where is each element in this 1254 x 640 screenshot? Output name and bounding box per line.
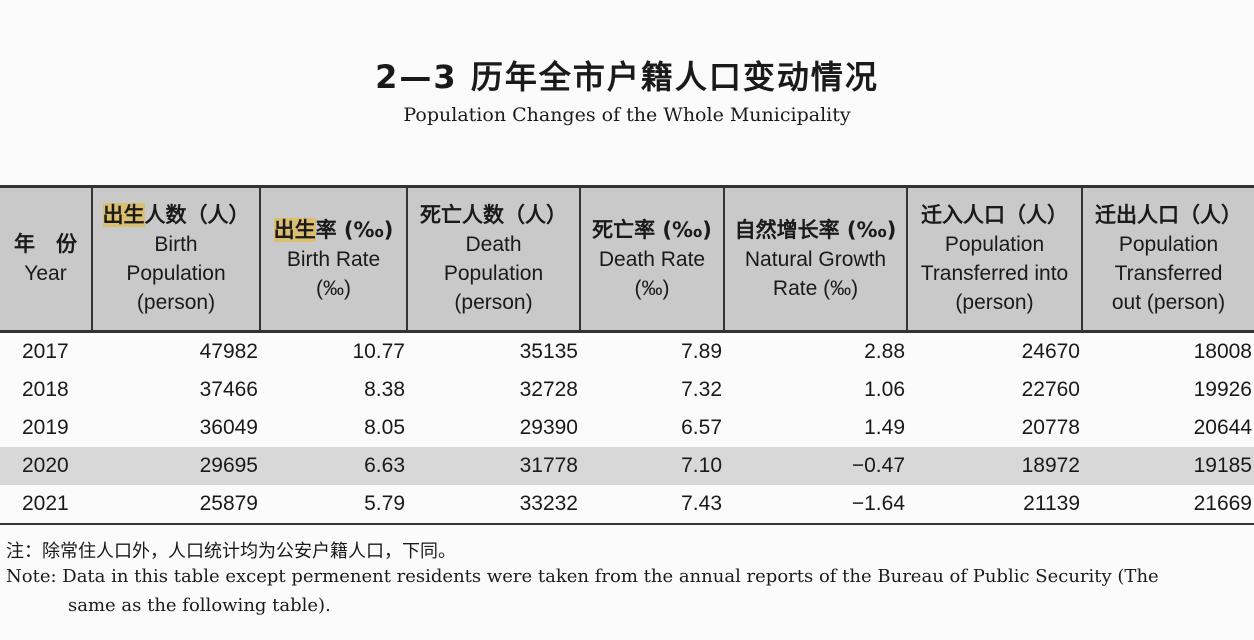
table-cell: 1.49 xyxy=(864,416,905,439)
column-header-zh-text: 年 份 xyxy=(14,232,77,256)
table-cell: 21669 xyxy=(1082,485,1254,525)
page-title: 2—3 历年全市户籍人口变动情况 xyxy=(375,58,879,96)
column-header-zh: 出生人数（人） xyxy=(95,201,257,230)
column-header: 死亡率 (‰) Death Rate (‰) xyxy=(579,185,724,333)
column-header-en: Population xyxy=(443,262,544,285)
table-cell: −0.47 xyxy=(724,447,907,485)
table-cell: 7.32 xyxy=(681,378,722,401)
column-header-en: Birth xyxy=(154,233,198,256)
column-header-zh: 出生率 (‰) xyxy=(263,216,404,245)
table-cell: 2021 xyxy=(0,485,92,525)
column-header-zh-text: 自然增长率 (‰) xyxy=(734,217,897,242)
highlighted-text: 出生 xyxy=(273,217,316,242)
column-header-zh-text: 人数（人） xyxy=(144,203,250,227)
table-cell: 21139 xyxy=(907,485,1082,525)
column-header-en: Population xyxy=(1118,233,1219,256)
table-cell: 32728 xyxy=(519,378,578,401)
table-row: 2018 37466 8.38 32728 7.32 1.06 22760 19926 xyxy=(0,371,1254,409)
table-cell: 22760 xyxy=(1021,378,1080,401)
table-cell: 8.05 xyxy=(364,416,405,439)
column-header-zh: 年 份 xyxy=(2,230,89,259)
table-row: 2020 29695 6.63 31778 7.10 −0.47 18972 19185 xyxy=(0,447,1254,485)
note-english-cont: same as the following table). xyxy=(68,595,331,616)
table-row: 2021 25879 5.79 33232 7.43 −1.64 21139 21669 xyxy=(0,485,1254,525)
column-header-en: out (person) xyxy=(1111,291,1226,314)
table-cell: 20778 xyxy=(1021,416,1080,439)
table-cell: 25879 xyxy=(92,485,260,525)
column-header-zh: 死亡人数（人） xyxy=(410,201,577,230)
table-cell: 2020 xyxy=(0,447,92,485)
column-header: 年 份 Year xyxy=(0,185,92,333)
column-header-en: Population xyxy=(944,233,1045,256)
column-header-en: Death Rate xyxy=(598,247,706,271)
table-cell: 19185 xyxy=(1082,447,1254,485)
table-cell: 6.63 xyxy=(260,447,407,485)
column-header-zh-text: 迁出人口（人） xyxy=(1095,203,1242,227)
table-cell: 35135 xyxy=(519,340,578,363)
column-header-zh-text: 迁入人口（人） xyxy=(921,203,1068,227)
column-header-en: (person) xyxy=(955,291,1034,314)
table-cell: 2.88 xyxy=(864,340,905,363)
column-header-en: Year xyxy=(24,262,67,285)
column-header: 出生人数（人） Birth Population (person) xyxy=(91,185,260,333)
column-header-en: Rate (‰) xyxy=(772,276,859,300)
column-header-zh: 迁出人口（人） xyxy=(1085,201,1252,230)
column-header-en: Population xyxy=(126,262,226,285)
column-header-en: (‰) xyxy=(634,276,670,300)
table-cell: 19926 xyxy=(1193,378,1252,401)
table-row: 2017 47982 10.77 35135 7.89 2.88 24670 18008 xyxy=(0,332,1254,372)
column-header-en: Transferred into xyxy=(920,262,1069,285)
table-cell: 2017 xyxy=(22,340,69,363)
table-cell: 6.57 xyxy=(681,416,722,439)
column-header-en: (‰) xyxy=(316,276,351,300)
column-header: 死亡人数（人） Death Population (person) xyxy=(406,185,580,333)
column-header-en: (person) xyxy=(454,291,533,314)
note-english: Note: Data in this table except permenen… xyxy=(6,566,1159,587)
table-cell: 29390 xyxy=(519,416,578,439)
column-header-zh-text: 率 (‰) xyxy=(315,217,394,242)
column-header: 迁出人口（人） Population Transferred out (person) xyxy=(1081,185,1254,333)
table-cell: 7.10 xyxy=(580,447,724,485)
table-cell: 18008 xyxy=(1193,340,1252,363)
column-header: 迁入人口（人） Population Transferred into (person… xyxy=(906,185,1082,333)
table-cell: 2019 xyxy=(22,416,69,439)
table-cell: 1.06 xyxy=(864,378,905,401)
population-table: 年 份 Year 出生人数（人） Birth Population (person) 出生率… xyxy=(0,185,1254,525)
table-cell: 2018 xyxy=(22,378,69,401)
table-cell: 7.43 xyxy=(580,485,724,525)
column-header-zh: 死亡率 (‰) xyxy=(583,216,721,245)
column-header-zh: 迁入人口（人） xyxy=(910,201,1079,230)
table-cell: 33232 xyxy=(407,485,580,525)
column-header: 自然增长率 (‰) Natural Growth Rate (‰) xyxy=(723,185,907,333)
table-cell: 7.89 xyxy=(681,340,722,363)
table-cell: 47982 xyxy=(199,340,258,363)
highlighted-text: 出生 xyxy=(102,203,145,227)
table-cell: 5.79 xyxy=(260,485,407,525)
column-header-en: Death xyxy=(465,233,522,256)
column-header-zh-text: 死亡率 (‰) xyxy=(592,217,712,242)
table-cell: 31778 xyxy=(407,447,580,485)
column-header-en: Transferred xyxy=(1114,262,1223,285)
table-header: 年 份 Year 出生人数（人） Birth Population (person) 出生率… xyxy=(0,185,1254,333)
column-header: 出生率 (‰) Birth Rate (‰) xyxy=(259,185,407,333)
column-header-en: (person) xyxy=(136,291,216,314)
table-cell: 29695 xyxy=(92,447,260,485)
table-cell: 8.38 xyxy=(364,378,405,401)
column-header-zh: 自然增长率 (‰) xyxy=(727,216,904,245)
note-chinese: 注：除常住人口外，人口统计均为公安户籍人口，下同。 xyxy=(6,541,456,562)
column-header-zh-text: 死亡人数（人） xyxy=(420,203,567,227)
column-header-en: Birth Rate xyxy=(286,247,381,271)
table-cell: 24670 xyxy=(1021,340,1080,363)
table-cell: 20644 xyxy=(1193,416,1252,439)
table-cell: 37466 xyxy=(199,378,258,401)
table-cell: 36049 xyxy=(199,416,258,439)
page-subtitle: Population Changes of the Whole Municipa… xyxy=(403,104,851,126)
table-cell: 18972 xyxy=(907,447,1082,485)
column-header-en: Natural Growth xyxy=(744,247,887,271)
table-cell: −1.64 xyxy=(724,485,907,525)
table-row: 2019 36049 8.05 29390 6.57 1.49 20778 20644 xyxy=(0,409,1254,447)
table-cell: 10.77 xyxy=(352,340,405,363)
